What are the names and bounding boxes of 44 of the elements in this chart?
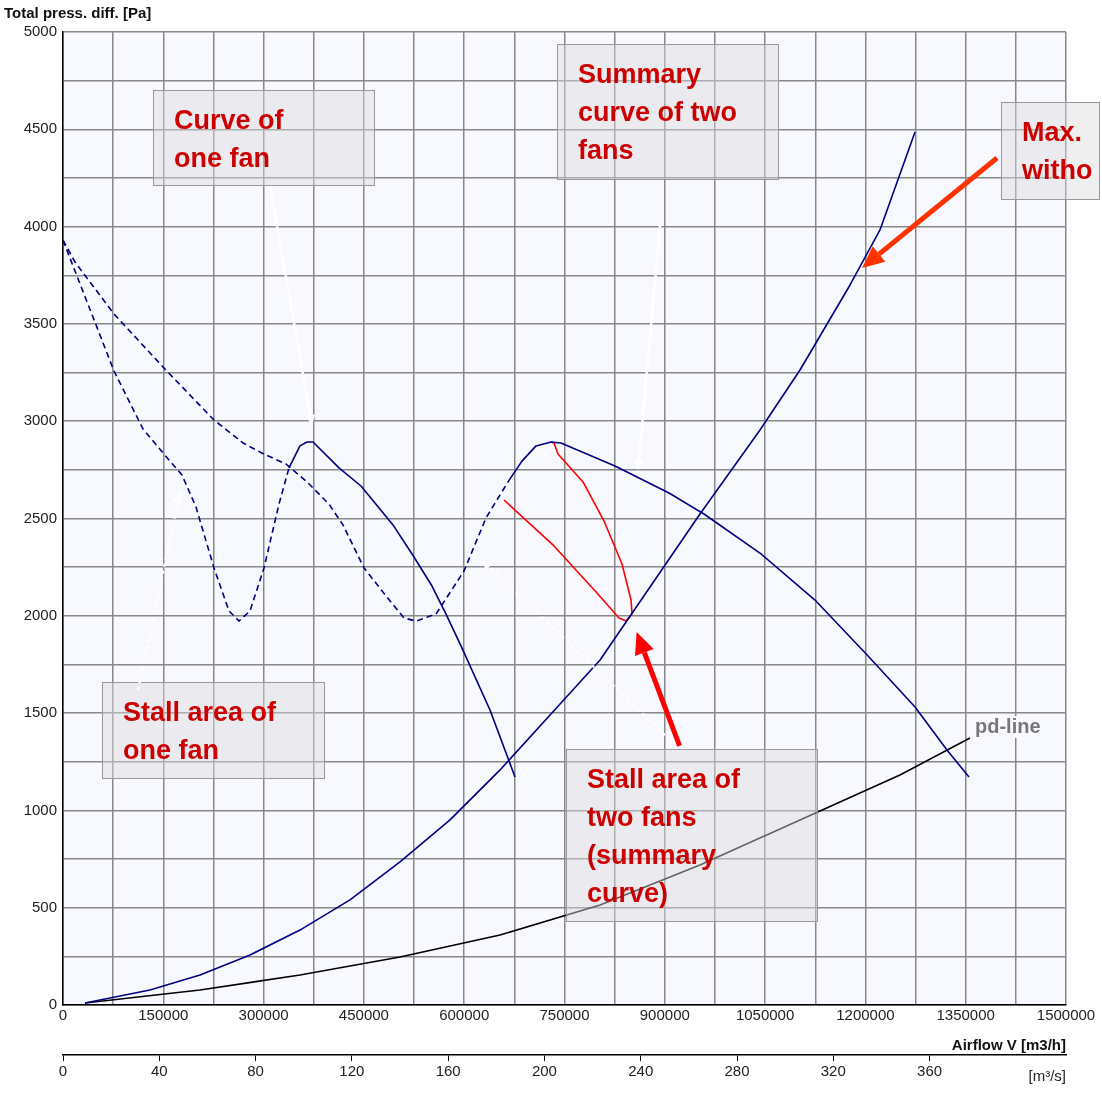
y-tick-label: 0: [48, 995, 57, 1013]
x-tick-label: 450000: [338, 1006, 389, 1024]
x-tick-label: 900000: [639, 1006, 690, 1024]
annotation: Stall area of one fan: [123, 696, 278, 767]
annotation: Max. witho: [1022, 116, 1094, 187]
y-tick-label: 5000: [23, 22, 57, 40]
x2-tick-label: 160: [435, 1062, 461, 1080]
text-box: Summary curve of two fans: [557, 44, 779, 180]
x-tick-label: 1500000: [1036, 1006, 1096, 1024]
annotation: Curve of one fan: [174, 104, 285, 175]
x2-tick-label: 120: [339, 1062, 365, 1080]
y-tick-label: 4000: [23, 216, 57, 234]
annotation: Summary curve of two fans: [578, 58, 738, 167]
y-tick-label: 500: [31, 897, 57, 915]
x2-tick-label: 40: [150, 1062, 168, 1080]
y-tick-label: 3500: [23, 314, 57, 332]
x-tick-label: 1050000: [735, 1006, 795, 1024]
x2-tick-label: 280: [724, 1062, 750, 1080]
x2-tick-label: 360: [917, 1062, 943, 1080]
y-tick-label: 1500: [23, 703, 57, 721]
y-tick-label: 3000: [23, 411, 57, 429]
text-box: Curve of one fan: [153, 90, 375, 186]
y-axis-title: Total press. diff. [Pa]: [4, 4, 152, 21]
x-tick-label: 600000: [439, 1006, 490, 1024]
text-box: Stall area of one fan: [102, 682, 325, 779]
y-tick-label: 2000: [23, 605, 57, 623]
x-tick-label: 0: [58, 1006, 68, 1024]
x-tick-label: 750000: [539, 1006, 590, 1024]
x2-tick-label: 240: [628, 1062, 654, 1080]
x-tick-label: 300000: [238, 1006, 289, 1024]
text-box: Max. witho: [1001, 102, 1100, 200]
x2-tick-label: 200: [531, 1062, 557, 1080]
x2-tick-label: 320: [820, 1062, 846, 1080]
x2-axis-title: [m³/s]: [1028, 1066, 1066, 1084]
y-tick-label: 2500: [23, 508, 57, 526]
y-tick-label: 1000: [23, 800, 57, 818]
x-tick-label: 1200000: [836, 1006, 895, 1024]
x-tick-label: 150000: [138, 1006, 189, 1024]
x-tick-label: 1350000: [936, 1006, 995, 1024]
x2-tick-label: 80: [247, 1062, 264, 1080]
x2-tick-label: 0: [58, 1062, 68, 1080]
x-axis-title: Airflow V [m3/h]: [951, 1036, 1066, 1054]
series-label: pd-line: [974, 714, 1041, 737]
y-tick-label: 4500: [23, 119, 57, 137]
